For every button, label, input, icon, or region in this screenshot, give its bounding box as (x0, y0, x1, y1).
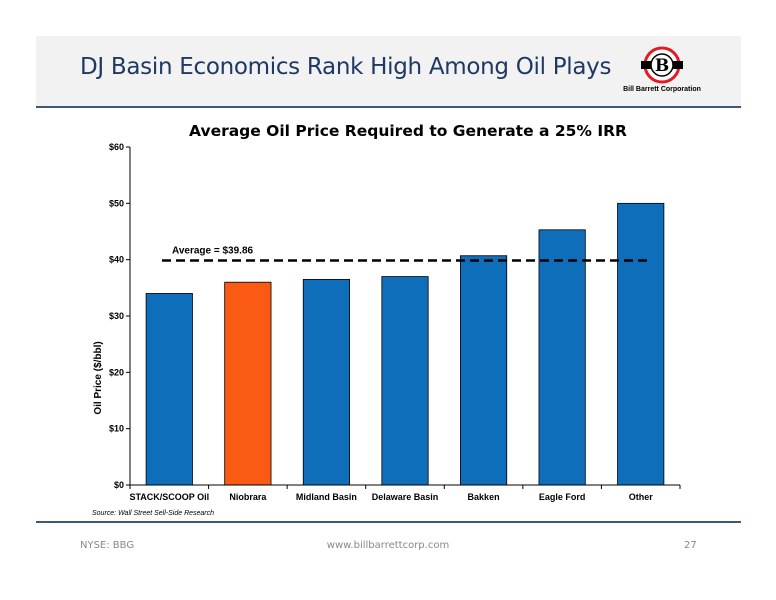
footer-website: www.billbarrettcorp.com (326, 540, 450, 551)
y-tick-label: $30 (109, 311, 124, 321)
bbc-logo-icon: B (641, 46, 683, 84)
company-logo: B Bill Barrett Corporation (612, 46, 712, 96)
y-tick-label: $40 (109, 255, 124, 265)
page-title: DJ Basin Economics Rank High Among Oil P… (80, 54, 612, 80)
footer-divider (36, 521, 741, 523)
footer-page-number: 27 (684, 540, 697, 551)
company-name: Bill Barrett Corporation (623, 86, 701, 93)
bar (459, 255, 508, 486)
x-tick-label: Delaware Basin (372, 492, 439, 502)
y-axis-label: Oil Price ($/bbl) (93, 341, 104, 414)
x-tick-label: Niobrara (229, 492, 267, 502)
header-band (36, 36, 741, 106)
header-divider (36, 106, 741, 108)
x-tick-label: STACK/SCOOP Oil (129, 492, 209, 502)
bar (617, 202, 665, 486)
bar (381, 276, 429, 486)
x-tick-label: Bakken (468, 492, 500, 502)
x-tick-label: Eagle Ford (539, 492, 586, 502)
bar (538, 229, 586, 486)
bar (224, 281, 272, 486)
plot-area: $0 $10 $20 $30 $40 $50 $60 STACK/SCOOP Oil Niobr… (109, 142, 681, 502)
y-tick-label: $20 (109, 367, 124, 377)
chart-title: Average Oil Price Required to Generate a… (189, 122, 627, 140)
bar (145, 293, 193, 486)
oil-price-bar-chart: Average Oil Price Required to Generate a… (93, 122, 681, 502)
y-tick-label: $60 (109, 142, 124, 152)
source-note: Source: Wall Street Sell-Side Research (92, 510, 215, 517)
x-tick-label: Other (629, 492, 654, 502)
y-tick-label: $10 (109, 424, 124, 434)
bar (302, 278, 351, 486)
average-label: Average = $39.86 (172, 245, 254, 256)
footer-ticker: NYSE: BBG (80, 540, 135, 551)
y-tick-label: $0 (114, 480, 124, 490)
y-tick-label: $50 (109, 198, 124, 208)
x-tick-label: Midland Basin (296, 492, 357, 502)
svg-text:B: B (655, 56, 669, 76)
